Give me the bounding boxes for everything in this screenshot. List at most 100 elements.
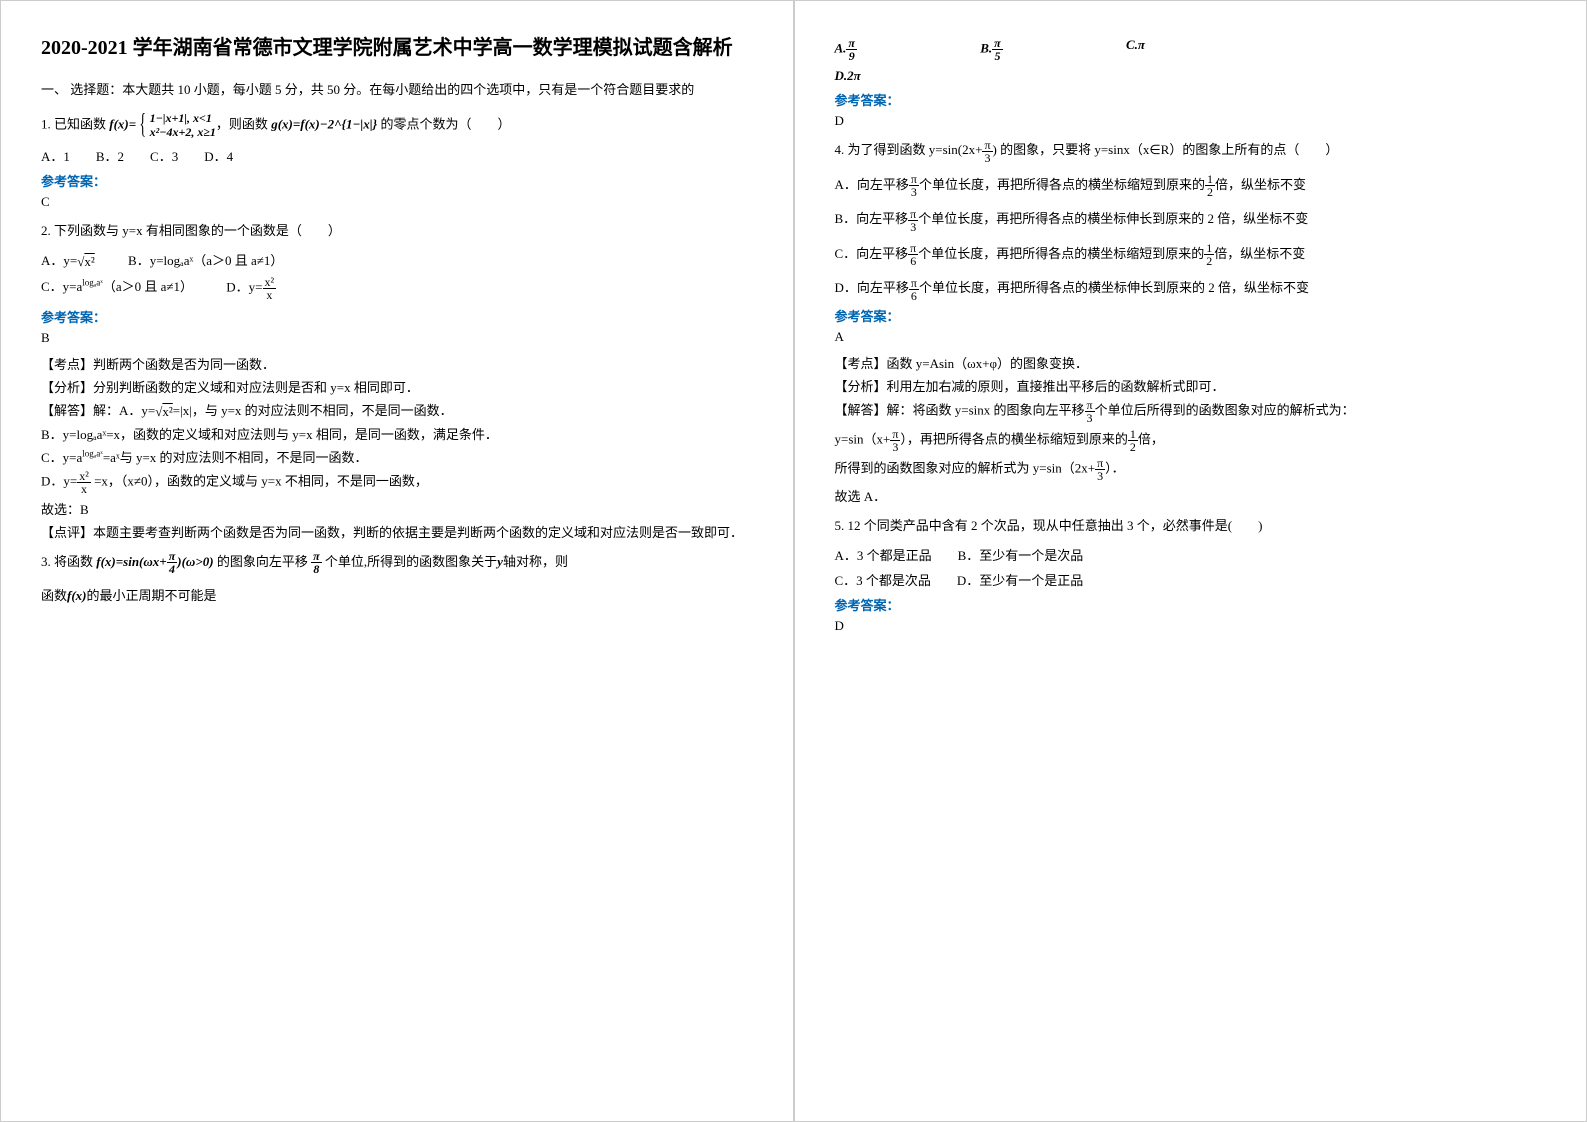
q4-A-c: 倍，纵坐标不变 [1215, 177, 1306, 192]
q4-sol-b: 个单位后所得到的函数图象对应的解析式为： [1095, 402, 1355, 417]
page: 2020-2021 学年湖南省常德市文理学院附属艺术中学高一数学理模拟试题含解析… [0, 0, 1587, 1122]
q4-sol2-num: π [890, 428, 900, 441]
q4-sol2-den: 3 [890, 441, 900, 453]
q4-B-a: B．向左平移 [835, 211, 909, 226]
q1-fx: f(x)= [109, 116, 136, 131]
q4-sol1: 【解答】解：将函数 y=sinx 的图象向左平移π3个单位后所得到的函数图象对应… [835, 399, 1547, 424]
q4-sol2-frac: π3 [890, 428, 900, 453]
ref-label: 参考答案： [835, 595, 1547, 614]
q2-stem: 2. 下列函数与 y=x 有相同图象的一个函数是（ ） [41, 218, 753, 244]
q4-tail: 的图象，只要将 y=sinx（x∈R）的图象上所有的点（ ） [1000, 142, 1338, 157]
q2-C: C．y=alogₐaˣ（a＞0 且 a≠1） [41, 276, 193, 295]
q4-y-num: π [982, 139, 992, 152]
q3-fx-frac: π4 [167, 550, 178, 575]
q4-answer: A [835, 329, 1547, 345]
q1-mid: ，则函数 [216, 116, 268, 131]
q2-row2: C．y=alogₐaˣ（a＞0 且 a≠1） D．y=x²x [41, 276, 753, 301]
q4-A-a: A．向左平移 [835, 177, 909, 192]
q2-sol-A: 【解答】解：A．y= x²=|x|，与 y=x 的对应法则不相同，不是同一函数． [41, 400, 753, 420]
q4-sol-a: 【解答】解：将函数 y=sinx 的图象向左平移 [835, 402, 1085, 417]
q4-B-frac: π3 [908, 208, 918, 233]
q2-sol-D: D．y=x²x =x，（x≠0），函数的定义域与 y=x 不相同，不是同一函数， [41, 470, 753, 495]
q4-sol2-c: 倍， [1138, 431, 1164, 446]
q2-sol-B: B．y=logₐaˣ=x，函数的定义域和对应法则与 y=x 相同，是同一函数，满… [41, 424, 753, 443]
q2-fx: 【分析】分别判断函数的定义域和对应法则是否和 y=x 相同即可． [41, 377, 753, 396]
q2-sol-D-frac: x²x [77, 470, 91, 495]
q2-sol-D-prefix: D．y= [41, 473, 77, 488]
q1-gx: g(x)=f(x)−2^{1−|x|} [271, 116, 377, 131]
q4-sol3-num: π [1095, 457, 1105, 470]
q2-D: D．y=x²x [226, 276, 276, 301]
q4-D-num: π [909, 277, 919, 290]
q3-C: C.π [1126, 37, 1145, 53]
ref-label: 参考答案： [835, 306, 1547, 325]
q2-sol-D-den: x [77, 483, 91, 495]
q4-y-den: 3 [982, 152, 992, 164]
q1-piece1: 1−|x+1|, x<1 [150, 111, 216, 125]
q1: 1. 已知函数 f(x)={ 1−|x+1|, x<1 x²−4x+2, x≥1… [41, 111, 753, 140]
q2-sol-C: C．y=alogₐaˣ=aˣ与 y=x 的对应法则不相同，不是同一函数． [41, 447, 753, 466]
q3-A: A.π9 [835, 37, 857, 62]
q4-sol2-den2: 2 [1128, 441, 1138, 453]
q2-sol-A-prefix: 【解答】解：A．y= [41, 403, 155, 418]
q3-A-d: 9 [846, 50, 857, 62]
q4-C-frac: π6 [908, 242, 918, 267]
q2-C-prefix: C．y=a [41, 279, 82, 294]
q3-B-d: 5 [992, 50, 1003, 62]
q4-D: D．向左平移π6个单位长度，再把所得各点的横坐标伸长到原来的 2 倍，纵坐标不变 [835, 275, 1547, 302]
sqrt-icon: x² [155, 404, 173, 420]
q2-dp: 【点评】本题主要考查判断两个函数是否为同一函数，判断的依据主要是判断两个函数的定… [41, 522, 753, 541]
ref-label: 参考答案： [41, 171, 753, 190]
q1-tail: 的零点个数为（ ） [380, 116, 510, 131]
right-column: A.π9 B.π5 C.π D.2π 参考答案： D 4. 为了得到函数 y=s… [794, 0, 1587, 1122]
q4-sol2-num2: 1 [1128, 428, 1138, 441]
q4-C-b: 个单位长度，再把所得各点的横坐标缩短到原来的 [918, 246, 1204, 261]
q4-y-left: y=sin(2x+ [929, 142, 983, 157]
q2-sol-A-rad: x² [162, 404, 172, 419]
q2-D-den: x [263, 289, 277, 301]
q4-sol3: 所得到的函数图象对应的解析式为 y=sin（2x+π3）． [835, 457, 1547, 482]
q2-A-radicand: x² [84, 254, 94, 269]
q4-A-den: 3 [909, 186, 919, 198]
q4-C-a: C．向左平移 [835, 246, 909, 261]
q3-l2-fx: f(x) [67, 588, 87, 603]
q4-D-a: D．向左平移 [835, 280, 909, 295]
q2-sol-A-tail: =|x|，与 y=x 的对应法则不相同，不是同一函数． [173, 403, 453, 418]
q3-line2: 函数f(x)的最小正周期不可能是 [41, 583, 753, 609]
q4-C-c: 倍，纵坐标不变 [1214, 246, 1305, 261]
q3-l2-prefix: 函数 [41, 588, 67, 603]
q2-C-sup: logₐaˣ [82, 277, 103, 287]
q3-shift-den: 8 [311, 563, 322, 575]
q2-answer: B [41, 330, 753, 346]
q4-A-frac: π3 [909, 173, 919, 198]
q4-sol3-b: ）． [1105, 460, 1125, 475]
q4-sol3-frac: π3 [1095, 457, 1105, 482]
q4-sol2-frac2: 12 [1128, 428, 1138, 453]
q4-kd: 【考点】函数 y=Asin（ωx+φ）的图象变换． [835, 353, 1547, 372]
q5-answer: D [835, 618, 1547, 634]
q1-prefix: 1. 已知函数 [41, 116, 106, 131]
q4-y-right: ) [993, 142, 997, 157]
q4-D-frac: π6 [909, 277, 919, 302]
section-head: 一、 选择题：本大题共 10 小题，每小题 5 分，共 50 分。在每小题给出的… [41, 80, 753, 101]
q2-A: A．y=x² [41, 250, 95, 270]
q4-D-b: 个单位长度，再把所得各点的横坐标伸长到原来的 2 倍，纵坐标不变 [919, 280, 1309, 295]
q4-y-frac: π3 [982, 139, 992, 164]
brace-icon: { [140, 111, 147, 139]
q3-B-lbl: B. [980, 40, 992, 55]
q2-D-prefix: D．y= [226, 279, 262, 294]
q4-B-den: 3 [908, 221, 918, 233]
q5-opts1: A．3 个都是正品 B．至少有一个是次品 [835, 545, 1547, 564]
q4-B-b: 个单位长度，再把所得各点的横坐标伸长到原来的 2 倍，纵坐标不变 [918, 211, 1308, 226]
q3: 3. 将函数 f(x)=sin(ωx+π4)(ω>0) 的图象向左平移 π8 个… [41, 549, 753, 576]
q4-C-frac2: 12 [1204, 242, 1214, 267]
q4-sol2-b: ），再把所得各点的横坐标缩短到原来的 [900, 431, 1128, 446]
q3-answer: D [835, 113, 1547, 129]
q3-fx-left: f(x)=sin(ωx+ [96, 554, 166, 569]
q4-pick: 故选 A． [835, 486, 1547, 505]
q4-A-den2: 2 [1205, 186, 1215, 198]
q3-shift-frac: π8 [311, 550, 322, 575]
q3-opts-row1: A.π9 B.π5 C.π [835, 37, 1547, 62]
q2-sol-C-sup: logₐaˣ [82, 448, 103, 458]
q4-sol2-a: y=sin（x+ [835, 431, 891, 446]
